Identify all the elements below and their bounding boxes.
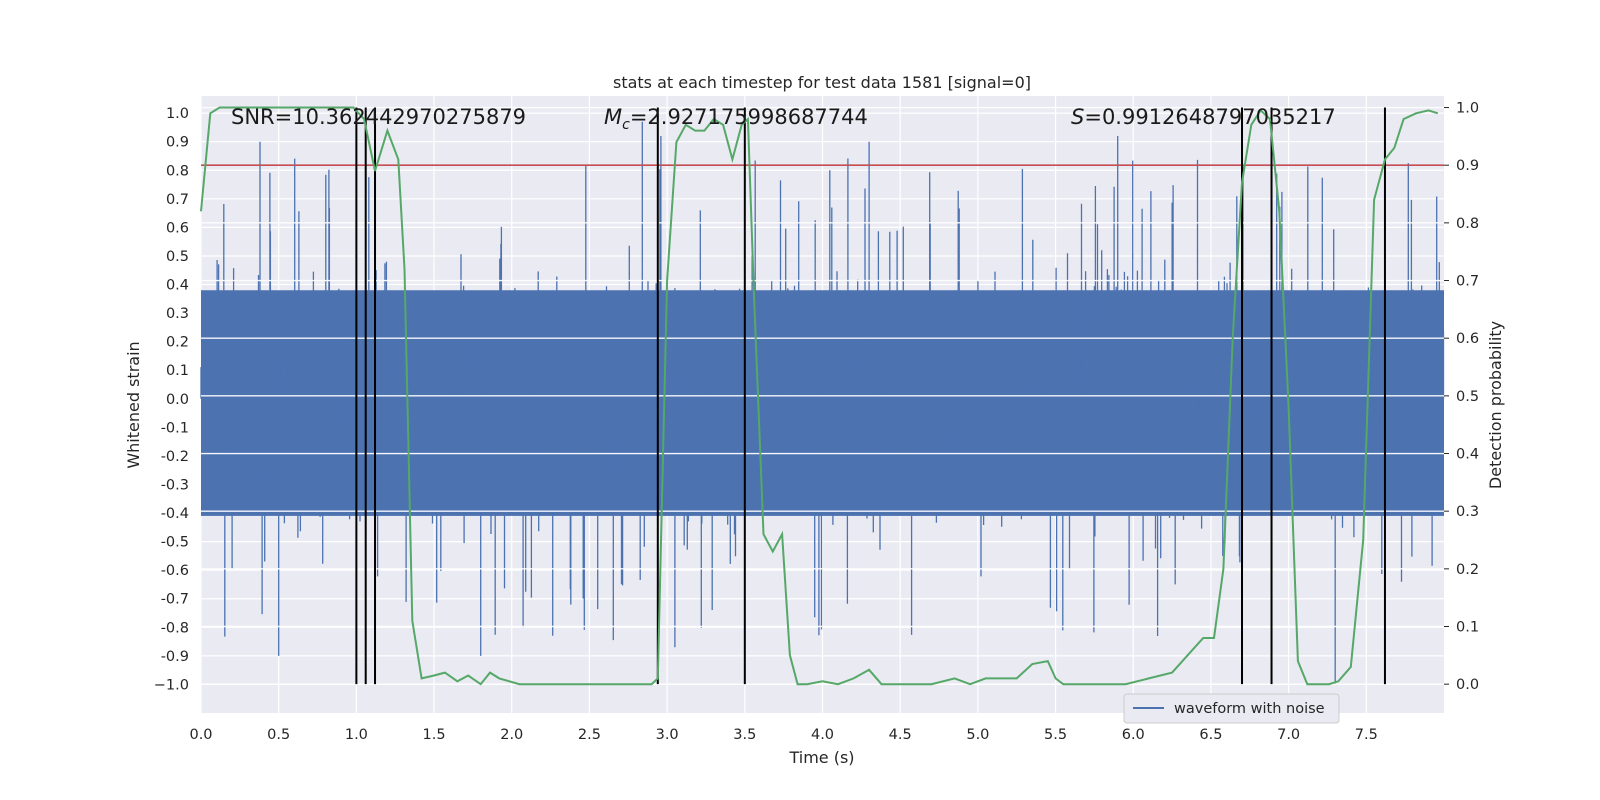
waveform-trace bbox=[200, 121, 1445, 685]
x-tick-label: 3.0 bbox=[656, 727, 679, 743]
left-y-tick-label: −1.0 bbox=[154, 677, 189, 693]
left-y-tick-label: 0.6 bbox=[166, 220, 189, 236]
x-tick-label: 6.0 bbox=[1122, 727, 1145, 743]
left-y-tick-labels: 1.0 0.9 0.8 0.7 0.6 0.5 0.4 0.3 0.2 0.1 0.0 -0.1 -0.… bbox=[154, 106, 189, 693]
right-y-tick-labels: 1.0 0.9 0.8 0.7 0.6 0.5 0.4 0.3 0.2 0.1 0.0 bbox=[1444, 101, 1479, 693]
x-axis-label: Time (s) bbox=[788, 748, 854, 767]
chirp-mass-annotation: Mc=2.927175998687744 bbox=[604, 105, 868, 133]
left-y-tick-label: 0.3 bbox=[166, 306, 189, 322]
x-tick-label: 2.0 bbox=[500, 727, 523, 743]
x-tick-label: 0.5 bbox=[267, 727, 290, 743]
x-tick-label: 2.5 bbox=[578, 727, 601, 743]
left-y-tick-label: -0.8 bbox=[161, 620, 189, 636]
chart-title: stats at each timestep for test data 158… bbox=[613, 73, 1031, 92]
mc-value: =2.927175998687744 bbox=[630, 105, 868, 129]
x-tick-label: 0.0 bbox=[189, 727, 212, 743]
x-tick-label: 3.5 bbox=[733, 727, 756, 743]
right-y-tick-label: 0.5 bbox=[1456, 389, 1479, 405]
left-y-tick-label: 0.9 bbox=[166, 135, 189, 151]
y-axis-label-right: Detection probability bbox=[1486, 321, 1505, 489]
right-y-tick-label: 0.1 bbox=[1456, 620, 1479, 636]
x-tick-label: 1.5 bbox=[423, 727, 446, 743]
left-y-tick-label: 0.2 bbox=[166, 335, 189, 351]
left-y-tick-label: -0.2 bbox=[161, 449, 189, 465]
legend-label: waveform with noise bbox=[1174, 701, 1325, 717]
mc-subscript: c bbox=[622, 117, 630, 133]
s-value: =0.9912648797035217 bbox=[1084, 105, 1335, 129]
right-y-tick-label: 1.0 bbox=[1456, 101, 1479, 117]
legend: waveform with noise bbox=[1123, 693, 1340, 724]
left-y-tick-label: 0.8 bbox=[166, 163, 189, 179]
left-y-tick-label: 0.1 bbox=[166, 363, 189, 379]
right-y-tick-label: 0.7 bbox=[1456, 274, 1479, 290]
right-y-tick-label: 0.2 bbox=[1456, 562, 1479, 578]
x-tick-label: 6.5 bbox=[1199, 727, 1222, 743]
vertical-marker-lines bbox=[355, 107, 1386, 685]
y-axis-label-left: Whitened strain bbox=[124, 341, 143, 468]
s-symbol: S bbox=[1071, 105, 1084, 129]
right-y-tick-label: 0.0 bbox=[1456, 677, 1479, 693]
x-tick-label: 1.0 bbox=[345, 727, 368, 743]
right-y-tick-label: 0.8 bbox=[1456, 216, 1479, 232]
right-y-tick-label: 0.6 bbox=[1456, 331, 1479, 347]
x-tick-label: 5.0 bbox=[966, 727, 989, 743]
right-y-tick-label: 0.4 bbox=[1456, 447, 1479, 463]
right-y-tick-label: 0.9 bbox=[1456, 158, 1479, 174]
x-tick-label: 4.5 bbox=[889, 727, 912, 743]
right-y-tick-label: 0.3 bbox=[1456, 504, 1479, 520]
x-tick-label: 5.5 bbox=[1044, 727, 1067, 743]
left-y-tick-label: -0.1 bbox=[161, 420, 189, 436]
left-y-tick-label: 0.7 bbox=[166, 192, 189, 208]
x-tick-label: 7.0 bbox=[1277, 727, 1300, 743]
x-tick-label: 4.0 bbox=[811, 727, 834, 743]
legend-box bbox=[1123, 693, 1340, 724]
left-y-tick-label: 0.4 bbox=[166, 278, 189, 294]
left-y-tick-label: 1.0 bbox=[166, 106, 189, 122]
detection-probability-line bbox=[200, 106, 1439, 686]
left-y-tick-label: -0.9 bbox=[161, 649, 189, 665]
x-tick-label: 7.5 bbox=[1355, 727, 1378, 743]
spin-annotation: S=0.9912648797035217 bbox=[1071, 105, 1336, 129]
x-tick-labels: 0.0 0.5 1.0 1.5 2.0 2.5 3.0 3.5 4.0 4.5 5.0 5.5 6.0 6… bbox=[189, 727, 1377, 743]
left-y-tick-label: 0.5 bbox=[166, 249, 189, 265]
left-y-tick-label: -0.3 bbox=[161, 477, 189, 493]
mc-symbol: M bbox=[604, 105, 622, 129]
snr-annotation: SNR=10.362442970275879 bbox=[231, 105, 526, 129]
left-y-tick-label: -0.6 bbox=[161, 563, 189, 579]
left-y-tick-label: -0.4 bbox=[161, 506, 189, 522]
left-y-tick-label: -0.7 bbox=[161, 592, 189, 608]
left-y-tick-label: 0.0 bbox=[166, 392, 189, 408]
left-y-tick-label: -0.5 bbox=[161, 535, 189, 551]
